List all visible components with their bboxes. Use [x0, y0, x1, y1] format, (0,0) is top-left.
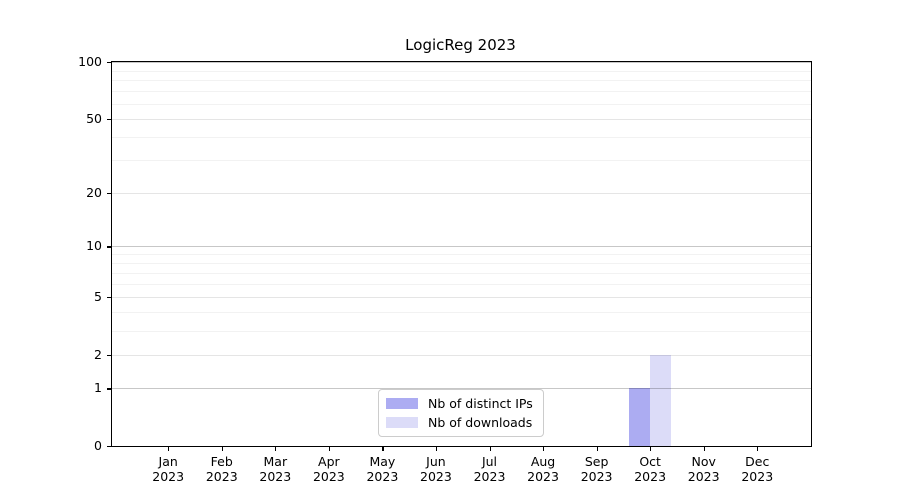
y-tick-50 [107, 118, 112, 121]
x-tick-label-apr-2023: Apr 2023 [312, 454, 345, 484]
x-tick-jul-2023 [489, 446, 491, 451]
y-tick-label-100: 100 [78, 54, 102, 69]
x-tick-label-feb-2023: Feb 2023 [205, 454, 238, 484]
plot-area: 0 1 2 5 10 20 50 100 Jan 2023 Feb 2023 Mar 2023 Apr… [78, 55, 812, 484]
gridline-4 [112, 312, 811, 314]
legend: Nb of distinct IPs Nb of downloads [378, 389, 544, 437]
x-tick-sep-2023 [596, 446, 598, 451]
y-tick-label-10: 10 [86, 238, 102, 254]
y-tick-20 [107, 192, 112, 194]
x-tick-apr-2023 [328, 446, 331, 451]
x-tick-label-jul-2023: Jul 2023 [473, 454, 506, 484]
y-tick-label-2: 2 [94, 346, 102, 362]
gridline-2 [112, 354, 811, 356]
x-tick-aug-2023 [543, 446, 545, 451]
x-tick-dec-2023 [757, 446, 759, 451]
gridline-3 [112, 330, 811, 332]
x-tick-label-jan-2023: Jan 2023 [152, 454, 185, 484]
y-tick-label-5: 5 [94, 288, 102, 304]
bar-nb-of-downloads-oct-2023 [650, 354, 672, 446]
gridline-80 [112, 80, 811, 82]
gridline-30 [112, 160, 811, 162]
gridline-70 [112, 91, 811, 93]
y-tick-5 [107, 296, 112, 299]
gridline-10 [112, 246, 811, 248]
y-tick-label-1: 1 [94, 380, 102, 396]
x-tick-jan-2023 [168, 446, 170, 451]
x-tick-label-sep-2023: Sep 2023 [580, 454, 613, 484]
gridline-90 [112, 70, 811, 72]
gridline-6 [112, 284, 811, 286]
gridline-40 [112, 137, 811, 138]
gridline-8 [112, 263, 811, 265]
y-tick-label-20: 20 [86, 184, 102, 200]
gridline-5 [112, 296, 811, 298]
chart-title: LogicReg 2023 [405, 36, 516, 54]
legend-swatch-distinct-ips [386, 398, 418, 409]
legend-label-downloads: Nb of downloads [428, 415, 533, 430]
x-tick-label-jun-2023: Jun 2023 [420, 454, 452, 484]
x-tick-nov-2023 [703, 446, 705, 451]
y-tick-0 [107, 446, 112, 448]
x-tick-label-aug-2023: Aug 2023 [527, 454, 559, 484]
y-tick-label-0: 0 [94, 438, 102, 453]
x-tick-label-dec-2023: Dec 2023 [741, 454, 774, 484]
y-tick-1 [107, 388, 112, 390]
gridline-50 [112, 118, 811, 120]
legend-swatch-downloads [386, 417, 418, 428]
x-tick-label-oct-2023: Oct 2023 [634, 454, 667, 484]
x-tick-may-2023 [382, 446, 384, 451]
y-tick-2 [107, 354, 112, 356]
x-tick-feb-2023 [221, 446, 223, 451]
x-tick-label-may-2023: May 2023 [366, 454, 399, 484]
gridline-60 [112, 103, 811, 105]
x-tick-mar-2023 [275, 446, 277, 451]
gridline-1 [112, 388, 811, 390]
x-tick-oct-2023 [650, 446, 652, 451]
y-tick-100 [107, 62, 112, 64]
bar-nb-of-distinct-ips-oct-2023 [629, 388, 651, 446]
legend-label-distinct-ips: Nb of distinct IPs [428, 396, 533, 411]
y-tick-label-50: 50 [86, 110, 102, 126]
legend-item-distinct-ips: Nb of distinct IPs [386, 395, 536, 412]
x-tick-label-mar-2023: Mar 2023 [259, 454, 292, 484]
x-tick-jun-2023 [435, 446, 438, 451]
legend-item-downloads: Nb of downloads [386, 414, 536, 431]
x-tick-label-nov-2023: Nov 2023 [687, 454, 720, 484]
gridline-20 [112, 192, 811, 194]
gridline-7 [112, 272, 811, 274]
y-tick-10 [107, 246, 112, 248]
gridline-100 [112, 62, 811, 63]
gridline-9 [112, 254, 811, 256]
